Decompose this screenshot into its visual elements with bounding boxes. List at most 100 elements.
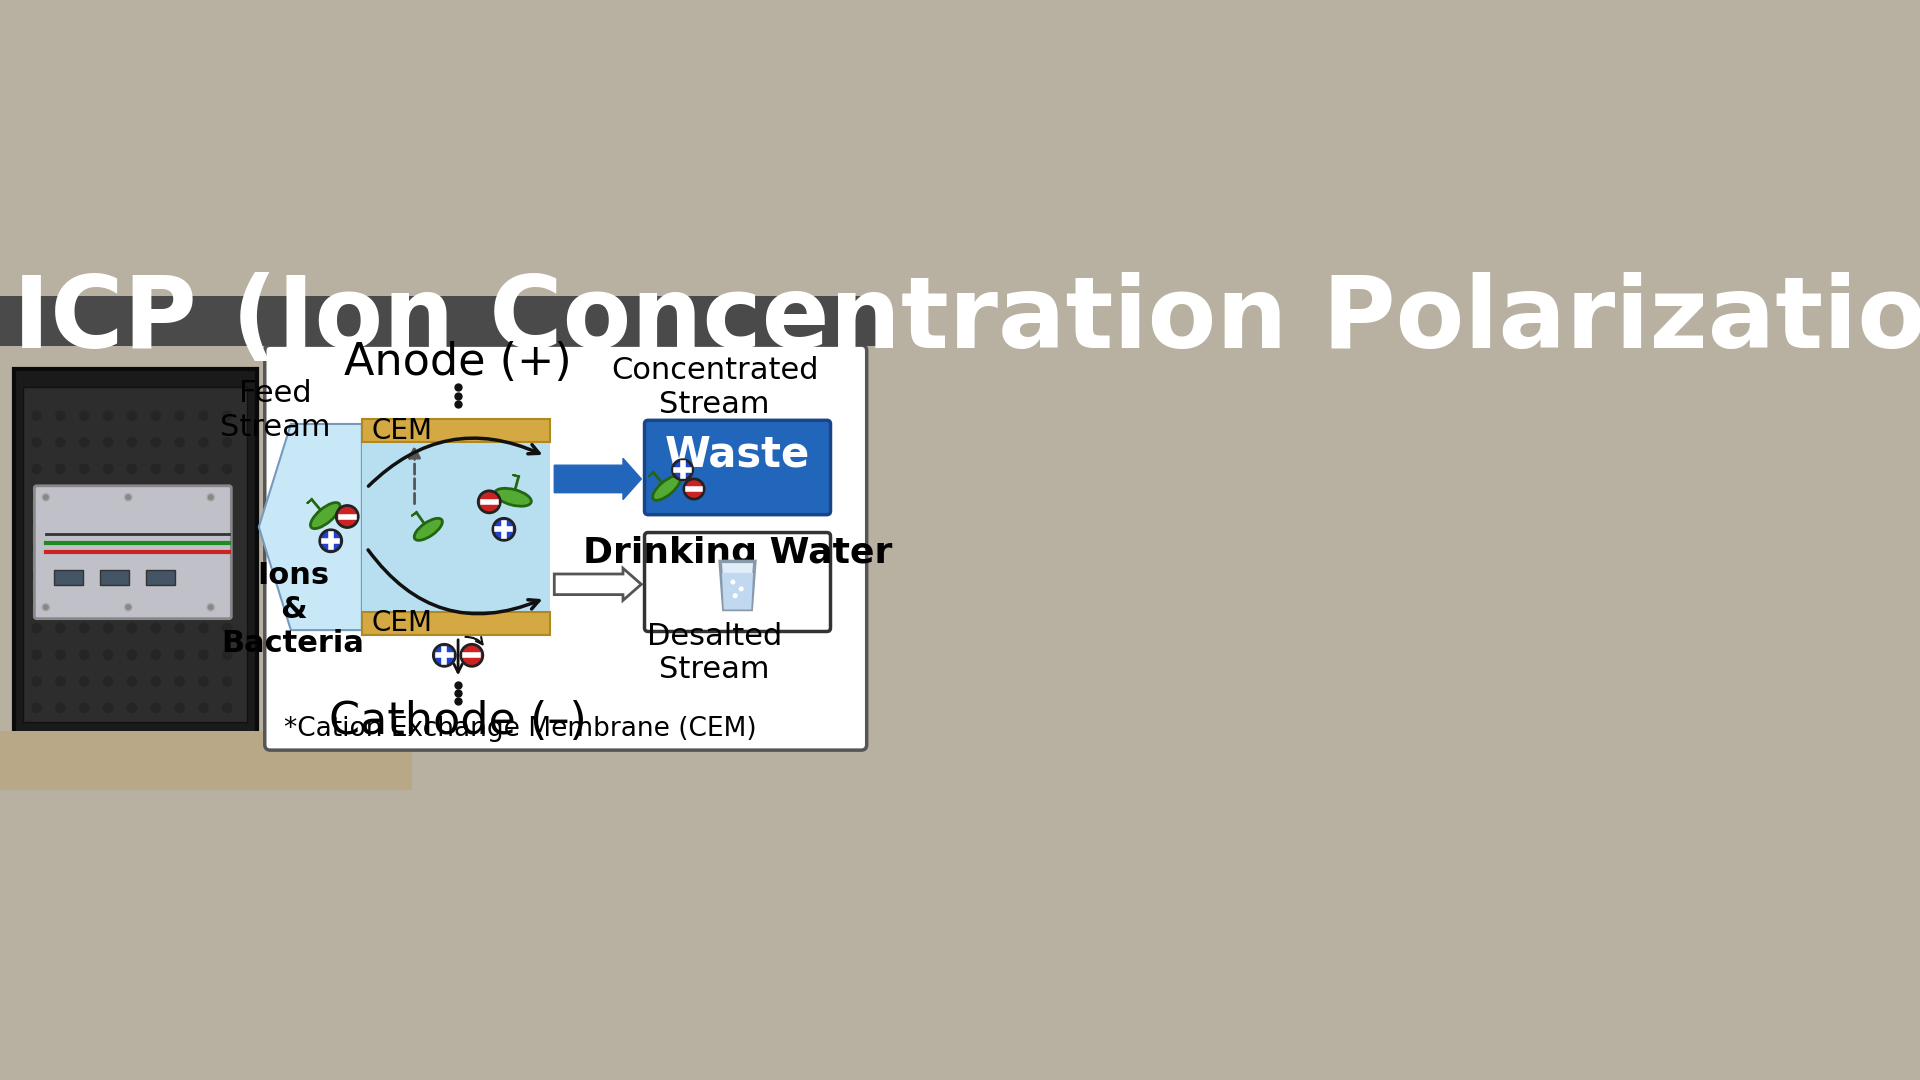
- Circle shape: [152, 597, 161, 606]
- Circle shape: [42, 604, 50, 611]
- Circle shape: [81, 623, 88, 633]
- Circle shape: [81, 437, 88, 447]
- Circle shape: [223, 703, 232, 713]
- FancyBboxPatch shape: [100, 569, 129, 585]
- Circle shape: [44, 605, 48, 609]
- Circle shape: [104, 517, 113, 527]
- Circle shape: [81, 703, 88, 713]
- Circle shape: [200, 703, 207, 713]
- Circle shape: [200, 597, 207, 606]
- Polygon shape: [720, 562, 755, 609]
- Circle shape: [33, 517, 40, 527]
- Text: *Cation Exchange Membrane (CEM): *Cation Exchange Membrane (CEM): [284, 716, 756, 742]
- Circle shape: [175, 650, 184, 660]
- Circle shape: [125, 494, 132, 501]
- Circle shape: [175, 597, 184, 606]
- Circle shape: [223, 570, 232, 580]
- Circle shape: [175, 490, 184, 500]
- Text: CEM: CEM: [371, 609, 432, 637]
- Circle shape: [104, 490, 113, 500]
- Text: Concentrated
Stream: Concentrated Stream: [611, 356, 818, 419]
- Circle shape: [175, 517, 184, 527]
- Circle shape: [200, 464, 207, 473]
- FancyBboxPatch shape: [645, 532, 831, 632]
- Polygon shape: [722, 572, 753, 609]
- Circle shape: [127, 464, 136, 473]
- Text: CEM: CEM: [371, 417, 432, 445]
- Circle shape: [33, 703, 40, 713]
- Circle shape: [104, 677, 113, 686]
- Circle shape: [56, 411, 65, 420]
- Circle shape: [104, 437, 113, 447]
- Circle shape: [200, 517, 207, 527]
- Circle shape: [223, 597, 232, 606]
- Circle shape: [104, 623, 113, 633]
- Circle shape: [672, 460, 693, 480]
- Circle shape: [33, 623, 40, 633]
- Circle shape: [200, 677, 207, 686]
- Circle shape: [152, 411, 161, 420]
- Circle shape: [33, 437, 40, 447]
- Circle shape: [33, 677, 40, 686]
- Circle shape: [200, 623, 207, 633]
- Circle shape: [56, 517, 65, 527]
- Ellipse shape: [495, 488, 532, 507]
- Circle shape: [81, 464, 88, 473]
- Circle shape: [200, 544, 207, 553]
- Circle shape: [223, 517, 232, 527]
- Circle shape: [42, 494, 50, 501]
- Circle shape: [127, 703, 136, 713]
- Ellipse shape: [653, 476, 680, 500]
- Circle shape: [152, 650, 161, 660]
- Circle shape: [223, 464, 232, 473]
- FancyBboxPatch shape: [361, 443, 549, 611]
- Text: Feed
Stream: Feed Stream: [219, 379, 330, 442]
- Circle shape: [223, 544, 232, 553]
- Circle shape: [33, 411, 40, 420]
- Circle shape: [152, 623, 161, 633]
- Text: Waste: Waste: [664, 433, 810, 475]
- Circle shape: [104, 544, 113, 553]
- Circle shape: [223, 490, 232, 500]
- Ellipse shape: [415, 518, 442, 540]
- Circle shape: [33, 544, 40, 553]
- Circle shape: [127, 597, 136, 606]
- Circle shape: [461, 645, 482, 666]
- FancyBboxPatch shape: [361, 611, 549, 635]
- Circle shape: [56, 490, 65, 500]
- Circle shape: [81, 544, 88, 553]
- Circle shape: [104, 411, 113, 420]
- FancyBboxPatch shape: [265, 346, 866, 751]
- Circle shape: [56, 677, 65, 686]
- Circle shape: [200, 437, 207, 447]
- Circle shape: [152, 490, 161, 500]
- Circle shape: [56, 437, 65, 447]
- Circle shape: [81, 597, 88, 606]
- Circle shape: [81, 677, 88, 686]
- Polygon shape: [259, 424, 361, 630]
- Circle shape: [223, 677, 232, 686]
- Circle shape: [207, 604, 215, 611]
- Circle shape: [104, 464, 113, 473]
- Circle shape: [104, 650, 113, 660]
- Polygon shape: [13, 369, 257, 735]
- Circle shape: [223, 437, 232, 447]
- Circle shape: [223, 623, 232, 633]
- Circle shape: [33, 650, 40, 660]
- Circle shape: [81, 490, 88, 500]
- Circle shape: [321, 530, 342, 552]
- Circle shape: [56, 623, 65, 633]
- Circle shape: [81, 650, 88, 660]
- Circle shape: [81, 570, 88, 580]
- Circle shape: [33, 464, 40, 473]
- FancyBboxPatch shape: [361, 419, 549, 443]
- Circle shape: [56, 570, 65, 580]
- Circle shape: [127, 495, 131, 500]
- Text: Anode (+): Anode (+): [344, 340, 572, 383]
- Circle shape: [739, 588, 743, 591]
- Circle shape: [81, 411, 88, 420]
- Ellipse shape: [311, 502, 340, 528]
- FancyBboxPatch shape: [645, 420, 831, 515]
- Circle shape: [733, 594, 737, 597]
- Circle shape: [44, 495, 48, 500]
